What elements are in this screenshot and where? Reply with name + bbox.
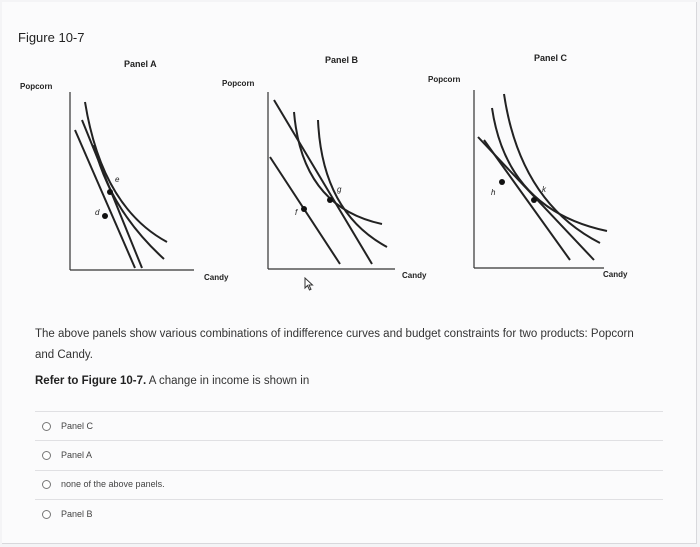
divider [35, 470, 663, 471]
panel-c-budget-line-2 [483, 139, 571, 261]
radio-button-icon[interactable] [42, 421, 51, 431]
panel-b-point-g [327, 197, 333, 203]
radio-button-icon[interactable] [42, 509, 51, 519]
panel-b-label-g: g [337, 185, 342, 194]
panel-a-indifference-curve-2 [93, 144, 165, 260]
panel-c-x-label: Candy [603, 270, 628, 279]
panel-b-indifference-curve-1 [293, 111, 383, 225]
panel-b-point-f [301, 206, 307, 212]
divider [35, 440, 663, 441]
mouse-pointer-icon [304, 277, 314, 291]
option-panel-b[interactable]: Panel B [42, 505, 93, 523]
panel-b-x-label: Candy [402, 271, 427, 280]
question-body: A change in income is shown in [146, 375, 310, 387]
option-panel-c[interactable]: Panel C [42, 417, 93, 435]
panel-b-label: Panel B [325, 55, 359, 65]
panel-c-graph: k h [473, 90, 608, 269]
panel-a-label: Panel A [124, 59, 157, 69]
divider [35, 411, 663, 412]
radio-button-icon[interactable] [42, 450, 51, 460]
panel-a-indifference-curve-1 [84, 101, 168, 243]
panel-c-indifference-curve-1 [491, 107, 608, 232]
question-text: Refer to Figure 10-7. A change in income… [35, 375, 309, 387]
panel-a-graph: e d [69, 92, 194, 271]
panel-a-budget-line-2 [74, 129, 136, 269]
description-text: The above panels show various combinatio… [35, 328, 634, 361]
panel-b-graph: g f [267, 92, 395, 270]
panel-c-point-h [499, 179, 505, 185]
panel-a-point-d [102, 213, 108, 219]
panel-b-indifference-curve-2 [317, 119, 388, 248]
option-label: Panel B [61, 509, 93, 519]
radio-button-icon[interactable] [42, 479, 51, 489]
option-label: Panel C [61, 421, 94, 431]
panel-c-point-k [531, 197, 537, 203]
panel-a-x-label: Candy [204, 273, 229, 282]
panel-a-point-e [107, 189, 113, 195]
panel-b-y-label: Popcorn [222, 79, 255, 88]
panel-c-label-h: h [491, 188, 496, 197]
option-none[interactable]: none of the above panels. [42, 475, 165, 493]
panel-c-indifference-curve-2 [503, 93, 601, 244]
panel-a-y-label: Popcorn [20, 82, 53, 91]
panel-a-label-e: e [115, 175, 120, 184]
panel-b-label-f: f [295, 208, 298, 217]
panel-c-label: Panel C [534, 53, 568, 63]
divider [35, 499, 663, 500]
question-reference: Refer to Figure 10-7. [35, 375, 147, 387]
option-label: none of the above panels. [61, 479, 165, 489]
panel-b-budget-line-1 [273, 99, 373, 265]
option-label: Panel A [61, 450, 93, 460]
panel-a-label-d: d [95, 208, 100, 217]
panel-c-label-k: k [542, 185, 547, 194]
panel-c-y-label: Popcorn [428, 75, 461, 84]
figure-title: Figure 10-7 [18, 30, 85, 45]
indifference-curve-graphs: e d g f k h [69, 90, 608, 271]
option-panel-a[interactable]: Panel A [42, 446, 92, 464]
